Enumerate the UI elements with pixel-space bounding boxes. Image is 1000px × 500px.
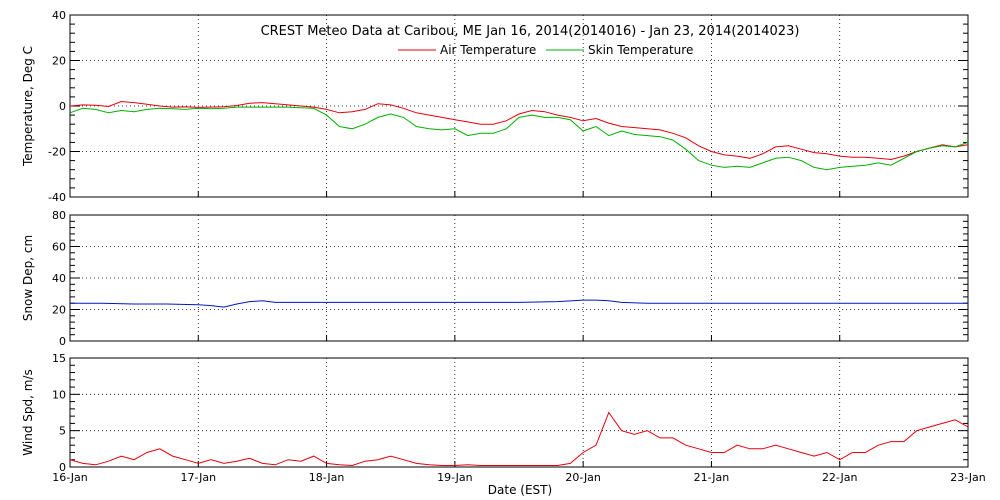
legend: Air Temperature Skin Temperature [398, 43, 693, 57]
y-tick-label: 20 [52, 304, 66, 317]
series-line-1-0 [70, 299, 968, 308]
y-tick-label: 0 [59, 461, 66, 474]
y-tick-label: 5 [59, 425, 66, 438]
x-axis-title: Date (EST) [488, 483, 552, 497]
legend-air-label: Air Temperature [440, 43, 536, 57]
y-tick-label: 15 [52, 352, 66, 365]
x-tick-label: 17-Jan [181, 471, 217, 484]
x-tick-label: 20-Jan [565, 471, 601, 484]
x-tick-label: 18-Jan [309, 471, 345, 484]
panel-0: -40 -20 0 20 40 Temperature, Deg C [21, 9, 969, 204]
y-tick-label: 0 [59, 100, 66, 113]
y-axis-title: Temperature, Deg C [21, 46, 35, 167]
x-tick-label: 21-Jan [694, 471, 730, 484]
panel-1: 0 20 40 60 80 Snow Dep, cm [21, 209, 969, 348]
y-tick-label: -40 [48, 191, 66, 204]
series-line-0-1 [69, 106, 969, 171]
chart-title: CREST Meteo Data at Caribou, ME Jan 16, … [261, 24, 800, 39]
panel-2: 0 5 10 15 Wind Spd, m/s [21, 352, 969, 474]
y-tick-label: 10 [52, 388, 66, 401]
x-tick-label: 16-Jan [52, 471, 88, 484]
y-tick-label: 40 [52, 9, 66, 22]
y-axis-title: Wind Spd, m/s [21, 369, 35, 455]
series-line-0-0 [69, 100, 969, 161]
panel-frame [69, 357, 969, 468]
y-tick-label: 0 [59, 335, 66, 348]
y-tick-label: 40 [52, 272, 66, 285]
x-tick-label: 19-Jan [437, 471, 473, 484]
y-tick-label: 20 [52, 55, 66, 68]
y-tick-label: 80 [52, 209, 66, 222]
series-line-2-0 [69, 411, 969, 467]
y-tick-label: -20 [48, 146, 66, 159]
y-axis-title: Snow Dep, cm [21, 235, 35, 321]
y-tick-label: 60 [52, 241, 66, 254]
x-tick-label: 23-Jan [950, 471, 986, 484]
legend-skin-label: Skin Temperature [588, 43, 693, 57]
x-tick-label: 22-Jan [822, 471, 858, 484]
